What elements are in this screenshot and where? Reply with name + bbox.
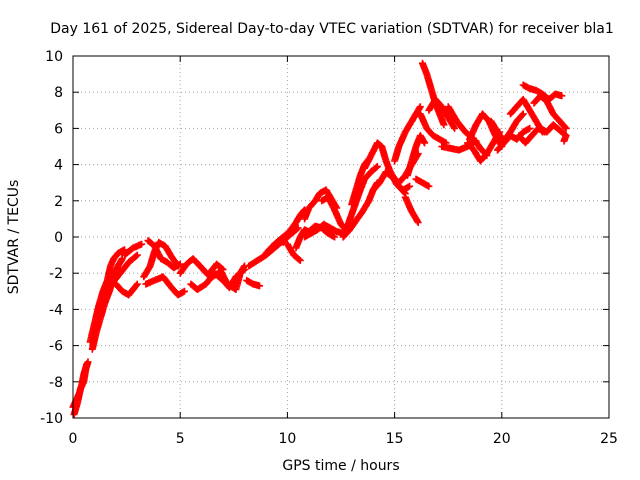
data-point bbox=[118, 255, 126, 263]
data-point bbox=[561, 123, 569, 131]
data-point bbox=[425, 182, 433, 190]
data-points bbox=[69, 59, 570, 418]
data-point bbox=[132, 281, 140, 289]
data-point bbox=[331, 233, 339, 241]
x-tick-label: 15 bbox=[386, 431, 404, 447]
data-point bbox=[256, 282, 263, 290]
x-tick-label: 25 bbox=[600, 431, 618, 447]
data-point bbox=[84, 358, 92, 366]
y-tick-label: 8 bbox=[54, 85, 63, 101]
x-tick-label: 0 bbox=[69, 431, 78, 447]
x-tick-label: 5 bbox=[176, 431, 185, 447]
y-axis-label: SDTVAR / TECUs bbox=[6, 180, 22, 295]
data-point bbox=[416, 103, 424, 111]
data-point bbox=[421, 139, 429, 147]
data-point bbox=[518, 111, 526, 119]
data-point bbox=[440, 121, 448, 129]
data-point bbox=[414, 219, 422, 226]
y-tick-label: 10 bbox=[45, 49, 63, 65]
data-point bbox=[295, 256, 303, 264]
data-point bbox=[541, 128, 549, 136]
y-tick-label: 0 bbox=[54, 230, 63, 246]
data-point bbox=[558, 92, 566, 100]
y-tick-labels: -10 -8 -6 -4 -2 0 2 4 6 8 10 bbox=[40, 49, 63, 427]
y-tick-label: -8 bbox=[49, 375, 63, 391]
data-point bbox=[372, 163, 380, 171]
data-point bbox=[176, 260, 184, 268]
data-point bbox=[296, 257, 304, 264]
x-tick-labels: 0 5 10 15 20 25 bbox=[69, 431, 618, 447]
y-tick-label: 6 bbox=[54, 121, 63, 137]
data-point bbox=[526, 124, 534, 132]
data-point bbox=[132, 252, 140, 260]
chart-title: Day 161 of 2025, Sidereal Day-to-day VTE… bbox=[50, 21, 613, 37]
data-point bbox=[133, 251, 141, 259]
data-point bbox=[519, 110, 527, 118]
x-tick-label: 10 bbox=[278, 431, 296, 447]
y-tick-label: -2 bbox=[49, 266, 63, 282]
data-point bbox=[133, 280, 141, 288]
data-point bbox=[413, 217, 421, 225]
data-point bbox=[138, 240, 146, 248]
data-point bbox=[373, 162, 381, 170]
plot-frame bbox=[72, 55, 610, 419]
y-tick-label: -6 bbox=[49, 339, 63, 355]
data-point bbox=[406, 182, 414, 190]
data-point bbox=[560, 137, 568, 145]
y-tick-label: 2 bbox=[54, 194, 63, 210]
x-tick-label: 20 bbox=[493, 431, 511, 447]
data-point bbox=[562, 124, 570, 132]
data-point bbox=[181, 287, 188, 295]
x-axis-label: GPS time / hours bbox=[282, 458, 399, 474]
y-tick-label: -4 bbox=[49, 302, 63, 318]
y-tick-label: -10 bbox=[40, 411, 63, 427]
data-point bbox=[451, 124, 459, 132]
data-point bbox=[450, 123, 458, 131]
y-tick-label: 4 bbox=[54, 158, 63, 174]
